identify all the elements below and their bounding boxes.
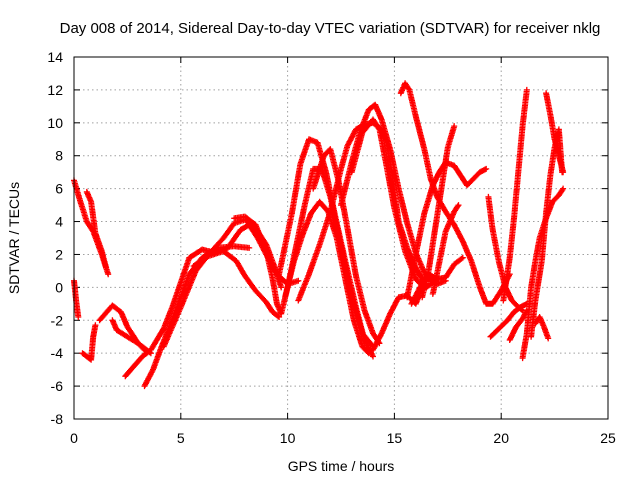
data-point-markers <box>543 90 567 176</box>
y-tick-label: 4 <box>55 214 63 230</box>
y-tick-label: 6 <box>55 181 63 197</box>
data-point-markers <box>519 185 567 362</box>
data-point-markers <box>408 254 466 307</box>
series-track-4 <box>79 322 99 363</box>
series-track-2 <box>83 188 109 271</box>
data-point-markers <box>506 307 530 343</box>
series-track-27 <box>500 86 530 304</box>
series-track-11 <box>190 248 283 320</box>
x-tick-label: 25 <box>600 430 616 446</box>
series-track-7 <box>109 317 148 353</box>
series-track-3 <box>71 277 82 320</box>
data-point-markers <box>487 300 530 340</box>
y-tick-label: -2 <box>51 312 64 328</box>
chart-title: Day 008 of 2014, Sidereal Day-to-day VTE… <box>60 20 601 37</box>
plot-frame <box>73 56 609 420</box>
series-track-15 <box>310 146 383 347</box>
x-tick-label: 15 <box>387 430 403 446</box>
x-tick-label: 10 <box>280 430 296 446</box>
x-tick-label: 0 <box>70 430 78 446</box>
data-point-markers <box>190 248 283 320</box>
data-point-markers <box>122 348 152 380</box>
y-tick-label: 2 <box>55 246 63 262</box>
data-point-markers <box>348 116 428 291</box>
y-tick-label: -4 <box>51 345 64 361</box>
data-point-markers <box>397 80 513 307</box>
y-tick-label: -6 <box>51 378 64 394</box>
data-points <box>71 80 567 390</box>
data-point-markers <box>282 198 372 357</box>
series-track-18 <box>348 116 428 291</box>
data-point-markers <box>404 159 490 301</box>
data-point-markers <box>71 277 82 320</box>
data-point-markers <box>79 322 99 363</box>
y-axis-label: SDTVAR / TECUs <box>6 182 22 294</box>
series-track-13 <box>276 136 376 360</box>
data-point-markers <box>310 146 383 347</box>
series-track-23 <box>429 202 462 297</box>
y-tick-label: 12 <box>47 82 63 98</box>
data-point-markers <box>500 86 530 304</box>
series-track-20 <box>397 80 513 307</box>
x-axis-label: GPS time / hours <box>288 458 395 474</box>
data-point-markers <box>276 136 376 360</box>
series-track-26 <box>487 300 530 340</box>
series-track-22 <box>404 159 490 301</box>
series-track-16 <box>282 198 372 357</box>
y-tick-label: -8 <box>51 411 64 427</box>
y-tick-label: 10 <box>47 115 63 131</box>
data-point-markers <box>429 202 462 297</box>
y-tick-label: 0 <box>55 279 63 295</box>
y-tick-label: 14 <box>47 49 63 65</box>
series-track-29 <box>519 185 567 362</box>
series-track-32 <box>543 90 567 176</box>
x-tick-label: 5 <box>177 430 185 446</box>
y-tick-label: 8 <box>55 148 63 164</box>
data-point-markers <box>109 317 148 353</box>
series-track-24 <box>408 254 466 307</box>
x-tick-label: 20 <box>493 430 509 446</box>
series-track-6 <box>122 348 152 380</box>
series-track-28 <box>506 307 530 343</box>
data-point-markers <box>83 188 109 271</box>
